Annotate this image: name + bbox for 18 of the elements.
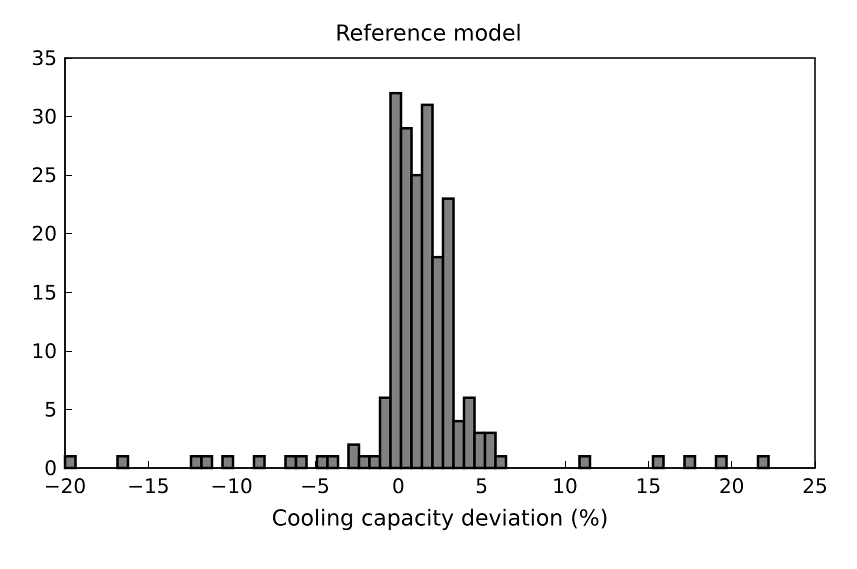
chart-title: Reference model [335, 22, 522, 46]
y-tick-label: 20 [32, 222, 57, 246]
y-tick-label: 25 [32, 163, 57, 188]
x-tick-label: −15 [127, 474, 170, 498]
y-tick-label: 5 [44, 397, 57, 422]
x-tick-label: 0 [392, 474, 405, 498]
x-tick-label: −5 [300, 474, 330, 498]
x-tick-label: 25 [802, 474, 828, 498]
y-tick-label: 15 [32, 280, 57, 304]
y-tick-label: 10 [32, 338, 57, 363]
x-tick-label: −10 [210, 474, 253, 498]
y-tick-label: 30 [32, 104, 57, 129]
x-tick-label: 20 [718, 474, 744, 498]
x-tick-label: 15 [636, 474, 662, 498]
x-tick-label: 10 [552, 474, 578, 498]
x-axis-title: Cooling capacity deviation (%) [272, 506, 608, 532]
y-tick-label: 35 [32, 46, 57, 70]
x-tick-label: 5 [475, 474, 488, 498]
